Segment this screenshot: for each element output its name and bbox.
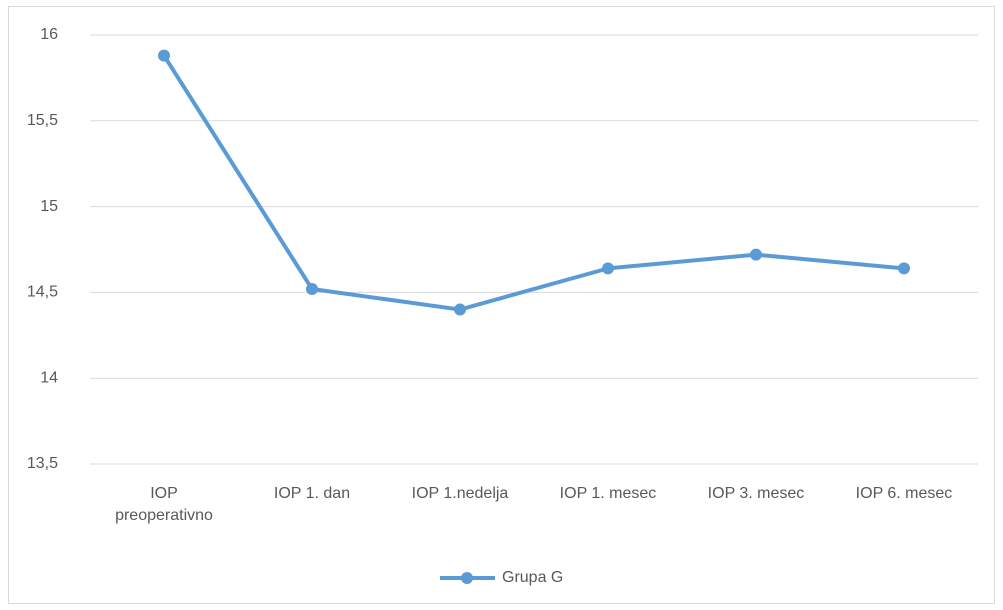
x-tick-label: IOP 6. mesec xyxy=(855,485,953,502)
marker xyxy=(898,262,910,275)
y-tick-label: 14 xyxy=(40,369,58,386)
legend-label: Grupa G xyxy=(502,569,563,586)
marker xyxy=(158,49,170,62)
y-tick-label: 15 xyxy=(40,198,58,215)
x-tick-label: IOP 1.nedelja xyxy=(411,485,509,502)
marker xyxy=(602,262,614,275)
x-tick-label: IOP 1. dan xyxy=(273,485,351,502)
y-tick-label: 14,5 xyxy=(27,284,58,301)
marker xyxy=(750,248,762,261)
x-tick-label: IOP preoperativno xyxy=(115,485,213,524)
marker xyxy=(454,303,466,316)
y-tick-label: 16 xyxy=(40,26,58,43)
y-tick-label: 15,5 xyxy=(27,112,58,129)
line xyxy=(162,54,905,312)
marker xyxy=(306,282,318,295)
legend-marker xyxy=(461,572,473,584)
y-tick-label: 13,5 xyxy=(27,455,58,472)
x-tick-label: IOP 1. mesec xyxy=(559,485,657,502)
x-tick-label: IOP 3. mesec xyxy=(707,485,805,502)
chart-border xyxy=(8,6,995,604)
